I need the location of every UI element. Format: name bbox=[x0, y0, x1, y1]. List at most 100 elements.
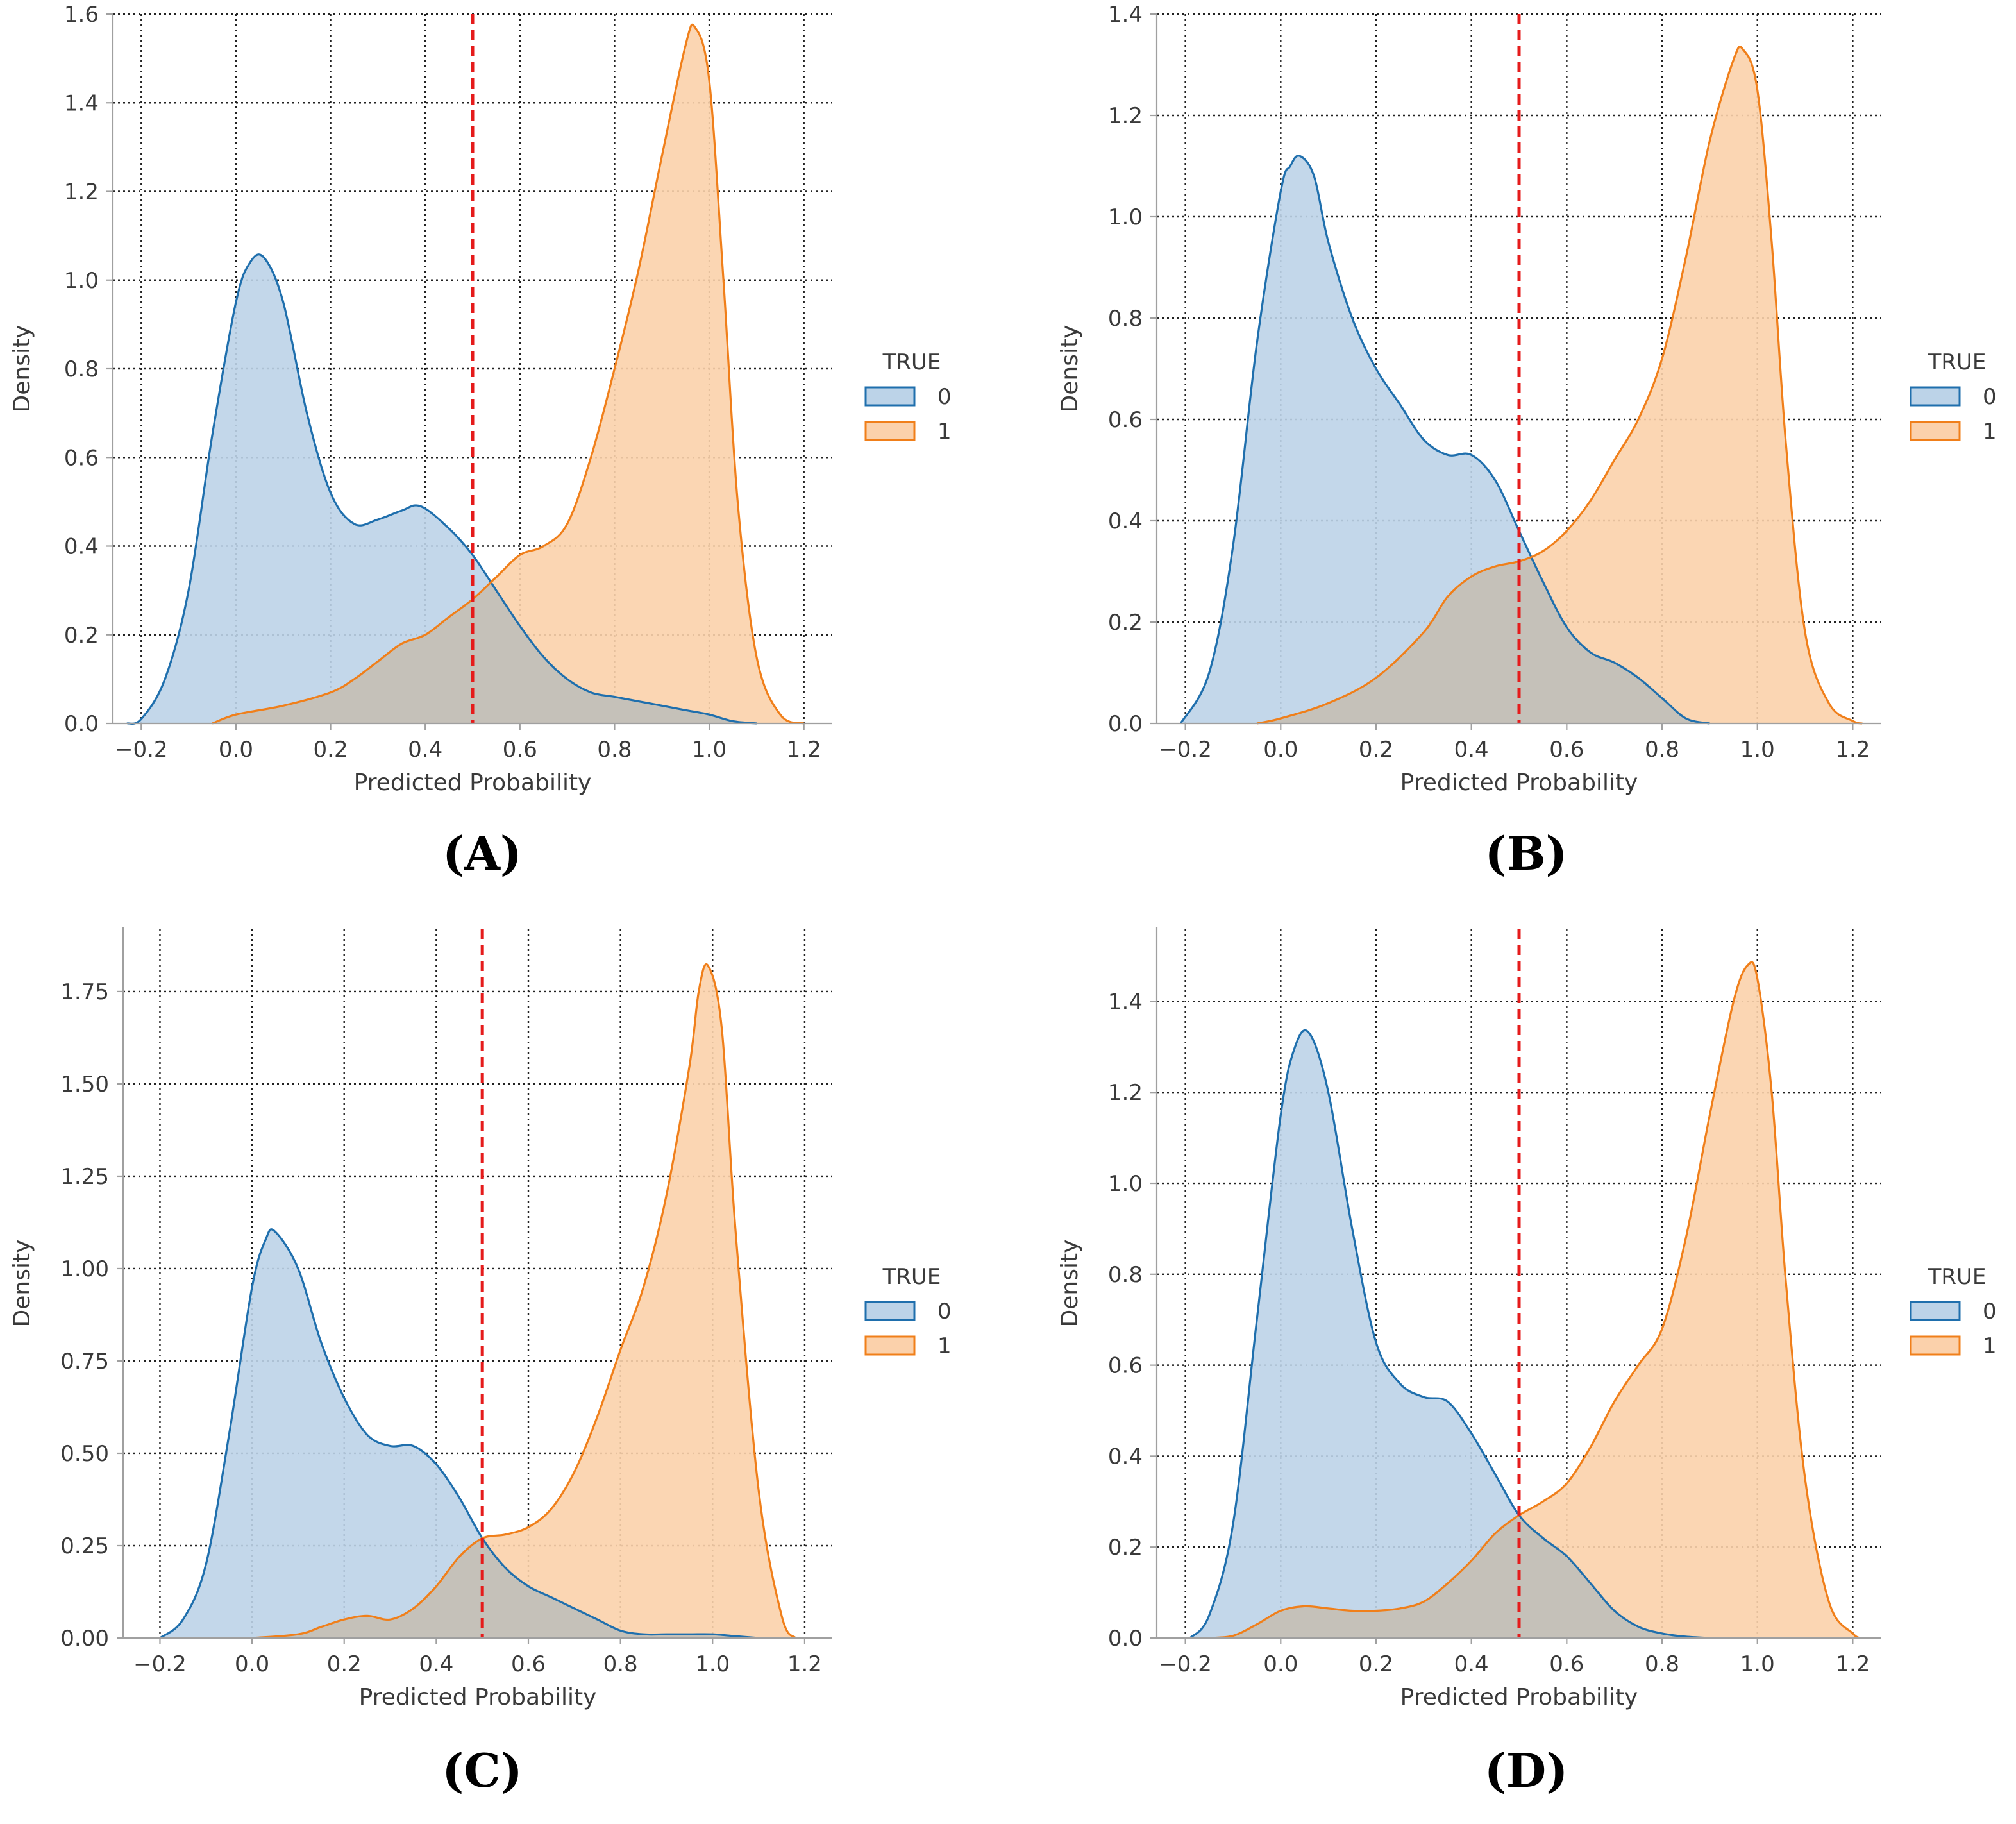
y-tick-label: 0.8 bbox=[1108, 1262, 1143, 1288]
x-tick-label: 0.2 bbox=[1359, 737, 1393, 763]
x-tick-label: −0.2 bbox=[1159, 737, 1212, 763]
legend-label-1: 1 bbox=[1983, 419, 1997, 444]
legend-label-1: 1 bbox=[1983, 1333, 1997, 1359]
y-tick-label: 0.4 bbox=[1108, 1444, 1143, 1469]
legend-label-1: 1 bbox=[937, 1333, 952, 1359]
x-tick-label: 1.0 bbox=[692, 737, 727, 763]
legend-swatch-1 bbox=[864, 1335, 916, 1356]
x-axis-title: Predicted Probability bbox=[354, 770, 592, 796]
panel-label: (A) bbox=[442, 826, 522, 881]
x-tick-label: 0.2 bbox=[314, 737, 348, 763]
y-tick-label: 1.2 bbox=[1108, 103, 1143, 129]
y-tick-label: 1.4 bbox=[64, 90, 99, 116]
y-tick-label: 0.25 bbox=[60, 1533, 109, 1559]
legend-label-0: 0 bbox=[1983, 1299, 1997, 1324]
y-tick-label: 1.25 bbox=[60, 1164, 109, 1190]
y-tick-label: 1.50 bbox=[60, 1072, 109, 1097]
legend: TRUE 0 1 bbox=[864, 350, 952, 444]
y-tick-label: 1.0 bbox=[1108, 205, 1143, 230]
legend-label-0: 0 bbox=[937, 384, 952, 410]
y-tick-label: 0.00 bbox=[60, 1626, 109, 1651]
y-tick-label: 0.6 bbox=[1108, 1353, 1143, 1379]
x-tick-label: 0.8 bbox=[1645, 1651, 1679, 1677]
y-tick-label: 0.8 bbox=[1108, 306, 1143, 332]
x-tick-label: 0.4 bbox=[1454, 1651, 1489, 1677]
y-tick-label: 0.6 bbox=[1108, 407, 1143, 433]
x-axis-title: Predicted Probability bbox=[1400, 1684, 1638, 1710]
x-tick-label: 1.0 bbox=[695, 1651, 730, 1677]
legend-title: TRUE bbox=[882, 1264, 941, 1290]
series-1-area bbox=[252, 964, 796, 1638]
y-tick-label: 0.75 bbox=[60, 1349, 109, 1374]
x-tick-label: −0.2 bbox=[133, 1651, 187, 1677]
panel-label: (D) bbox=[1484, 1743, 1568, 1798]
x-tick-label: 0.2 bbox=[1359, 1651, 1393, 1677]
y-tick-label: 1.0 bbox=[64, 268, 99, 294]
x-tick-label: 0.4 bbox=[419, 1651, 453, 1677]
panel-label: (B) bbox=[1485, 826, 1568, 881]
panel-label: (C) bbox=[442, 1743, 522, 1798]
x-tick-label: 1.2 bbox=[787, 1651, 822, 1677]
series-0-area bbox=[1190, 1030, 1710, 1638]
y-tick-label: 1.6 bbox=[64, 2, 99, 28]
y-tick-label: 0.6 bbox=[64, 445, 99, 471]
y-tick-label: 0.8 bbox=[64, 357, 99, 382]
x-tick-label: 0.8 bbox=[1645, 737, 1679, 763]
y-tick-label: 0.4 bbox=[64, 534, 99, 560]
x-tick-label: 1.0 bbox=[1740, 737, 1775, 763]
legend: TRUE 0 1 bbox=[1910, 1264, 1997, 1359]
series-1-line bbox=[251, 963, 796, 1639]
series-1-line bbox=[1209, 961, 1863, 1639]
series-1-line bbox=[1256, 45, 1863, 725]
legend-swatch-0 bbox=[864, 386, 916, 407]
x-tick-label: −0.2 bbox=[1159, 1651, 1212, 1677]
legend-title: TRUE bbox=[1928, 1264, 1987, 1290]
x-tick-label: 0.6 bbox=[511, 1651, 546, 1677]
y-tick-label: 0.4 bbox=[1108, 509, 1143, 534]
legend-title: TRUE bbox=[882, 350, 941, 375]
legend: TRUE 0 1 bbox=[1910, 350, 1997, 444]
series-1-area bbox=[212, 24, 804, 724]
legend-swatch-0 bbox=[864, 1301, 916, 1321]
x-tick-label: 1.2 bbox=[1835, 737, 1870, 763]
x-tick-label: 0.0 bbox=[219, 737, 253, 763]
legend-swatch-1 bbox=[1910, 421, 1961, 441]
series-1-area bbox=[1209, 962, 1863, 1638]
y-tick-label: 1.0 bbox=[1108, 1171, 1143, 1197]
x-tick-label: 0.0 bbox=[235, 1651, 269, 1677]
chart-panel-c: −0.2 0.0 0.2 0.4 0.6 0.8 1.0 1.2 0.00 0.25 0.50 0.7… bbox=[9, 927, 952, 1798]
chart-panel-d: −0.2 0.0 0.2 0.4 0.6 0.8 1.0 1.2 0.0 0.2 0.4 0.6 0.8… bbox=[1057, 927, 1997, 1798]
series-1-line bbox=[212, 23, 805, 725]
chart-panel-a: −0.2 0.0 0.2 0.4 0.6 0.8 1.0 1.2 0.0 0.2 0.4 0.6 0.8… bbox=[9, 2, 952, 881]
legend-swatch-1 bbox=[1910, 1335, 1961, 1356]
legend-label-1: 1 bbox=[937, 419, 952, 444]
series-0-line bbox=[126, 253, 757, 725]
y-axis-title: Density bbox=[1057, 325, 1083, 413]
y-tick-label: 1.75 bbox=[60, 979, 109, 1005]
y-axis-title: Density bbox=[9, 1240, 35, 1328]
y-tick-label: 0.0 bbox=[1108, 1626, 1143, 1651]
x-tick-label: 0.4 bbox=[1454, 737, 1489, 763]
y-tick-label: 0.0 bbox=[1108, 711, 1143, 737]
legend-label-0: 0 bbox=[1983, 384, 1997, 410]
y-tick-label: 1.4 bbox=[1108, 989, 1143, 1015]
y-axis-title: Density bbox=[9, 325, 35, 413]
y-axis-title: Density bbox=[1057, 1240, 1083, 1328]
series-0-line bbox=[1179, 155, 1710, 725]
x-tick-label: 0.6 bbox=[1549, 737, 1584, 763]
series-1-area bbox=[1257, 46, 1863, 723]
x-tick-label: 1.2 bbox=[1835, 1651, 1870, 1677]
legend-swatch-1 bbox=[864, 421, 916, 441]
x-axis-title: Predicted Probability bbox=[1400, 770, 1638, 796]
x-tick-label: 0.4 bbox=[408, 737, 442, 763]
x-tick-label: 1.0 bbox=[1740, 1651, 1775, 1677]
series-0-line bbox=[159, 1228, 759, 1639]
series-0-line bbox=[1189, 1029, 1710, 1639]
x-tick-label: 0.8 bbox=[603, 1651, 638, 1677]
x-tick-label: 0.2 bbox=[327, 1651, 362, 1677]
series-0-area bbox=[1180, 155, 1710, 723]
legend-swatch-0 bbox=[1910, 1301, 1961, 1321]
series-0-area bbox=[127, 254, 757, 724]
y-tick-label: 1.2 bbox=[1108, 1080, 1143, 1106]
